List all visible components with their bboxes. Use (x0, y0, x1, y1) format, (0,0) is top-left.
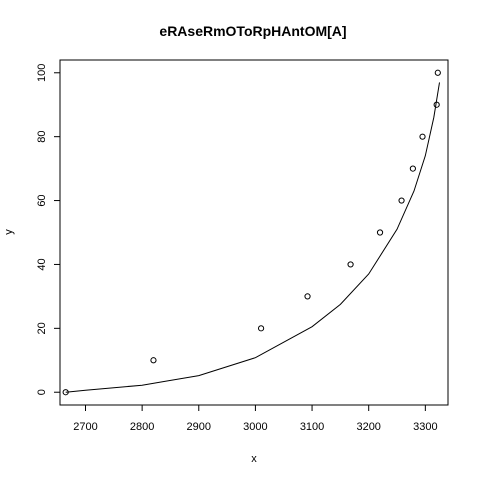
y-axis-label: y (3, 229, 15, 235)
x-tick-label: 3200 (356, 421, 380, 433)
y-axis: 0 20 40 60 80 100 (36, 64, 61, 395)
data-point (398, 197, 405, 204)
y-tick-label: 40 (36, 258, 48, 270)
y-tick-label: 60 (36, 194, 48, 206)
data-points (62, 69, 441, 396)
x-tick-label: 3100 (300, 421, 324, 433)
data-point (62, 389, 69, 396)
x-tick-label: 3000 (243, 421, 267, 433)
y-tick-label: 0 (36, 389, 48, 395)
data-point (347, 261, 354, 268)
data-point (433, 101, 440, 108)
chart-title: eRAseRmOToRpHAntOM[A] (159, 23, 346, 39)
y-tick-label: 100 (36, 64, 48, 82)
data-point (150, 357, 157, 364)
x-tick-label: 2900 (187, 421, 211, 433)
x-tick-label: 2800 (130, 421, 154, 433)
y-tick-label: 80 (36, 131, 48, 143)
x-tick-label: 3300 (413, 421, 437, 433)
data-point (409, 165, 416, 172)
data-point (419, 133, 426, 140)
data-point (304, 293, 311, 300)
fit-curve (65, 82, 440, 393)
data-point (376, 229, 384, 236)
data-point (434, 69, 441, 76)
x-axis: 2700 2800 2900 3000 3100 3200 3300 (73, 404, 438, 433)
x-tick-label: 2700 (73, 421, 97, 433)
data-point (257, 325, 265, 332)
plot-frame (59, 59, 449, 406)
x-axis-label: x (251, 453, 257, 465)
y-tick-label: 20 (36, 322, 48, 334)
